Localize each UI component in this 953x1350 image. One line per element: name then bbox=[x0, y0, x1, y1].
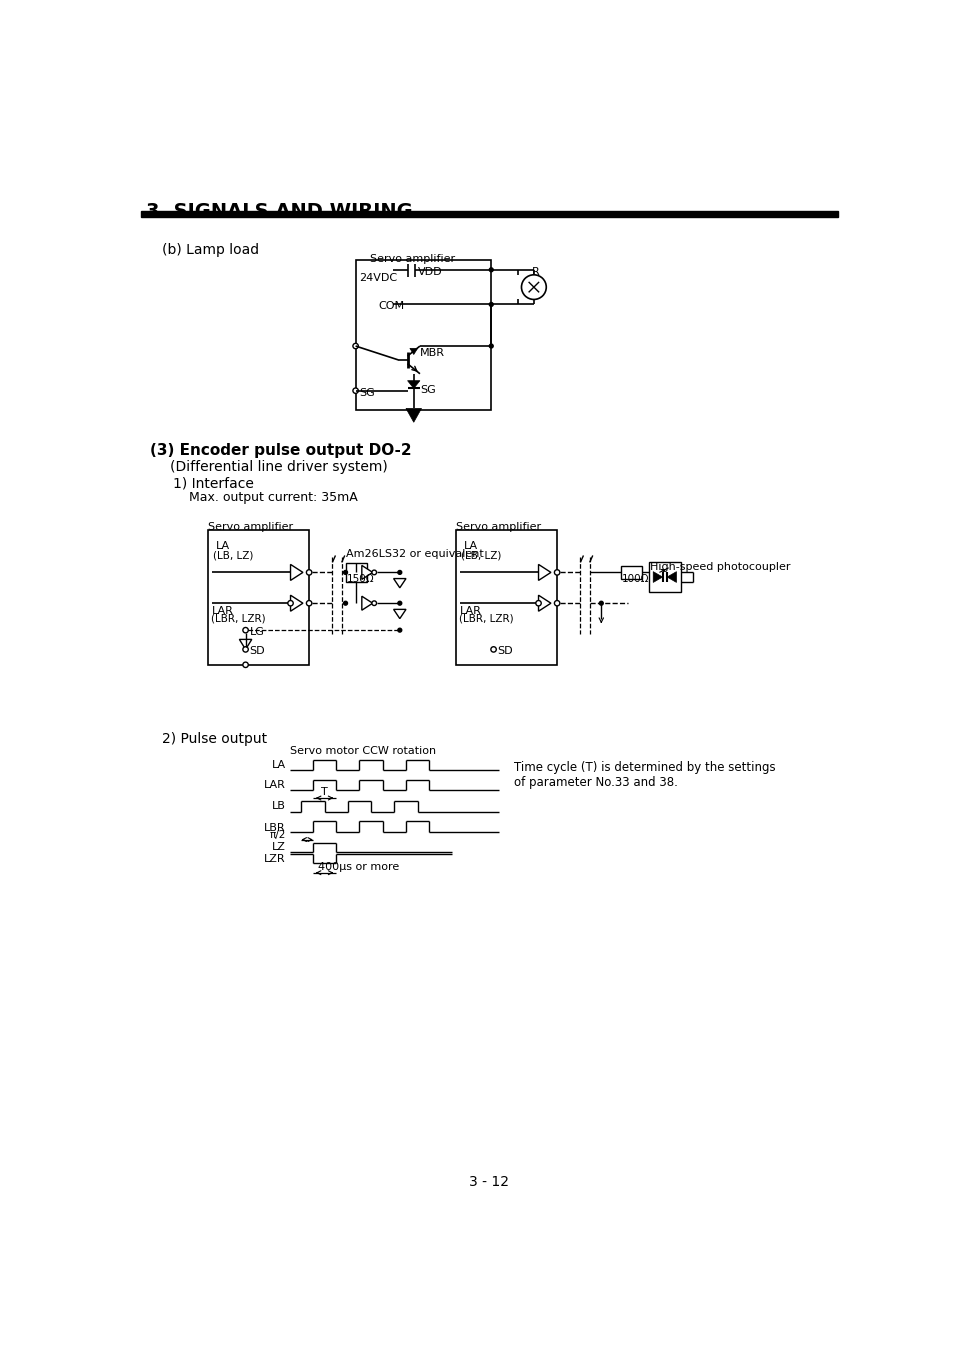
Text: (b) Lamp load: (b) Lamp load bbox=[162, 243, 258, 256]
Circle shape bbox=[397, 628, 401, 632]
Polygon shape bbox=[291, 564, 303, 580]
Bar bbox=[141, 211, 838, 217]
Text: High-speed photocoupler: High-speed photocoupler bbox=[649, 563, 790, 572]
Text: SD: SD bbox=[249, 647, 265, 656]
Text: (LBR, LZR): (LBR, LZR) bbox=[211, 614, 265, 624]
Text: (3) Encoder pulse output DO-2: (3) Encoder pulse output DO-2 bbox=[150, 443, 412, 458]
Text: LB: LB bbox=[272, 802, 286, 811]
Circle shape bbox=[397, 601, 401, 605]
Text: (Differential line driver system): (Differential line driver system) bbox=[170, 460, 387, 474]
Bar bbox=[648, 562, 680, 593]
Circle shape bbox=[489, 302, 493, 306]
Polygon shape bbox=[394, 579, 406, 587]
Text: Time cycle (T) is determined by the settings
of parameter No.33 and 38.: Time cycle (T) is determined by the sett… bbox=[514, 761, 776, 788]
Text: Am26LS32 or equivalent: Am26LS32 or equivalent bbox=[345, 549, 483, 559]
Circle shape bbox=[306, 570, 312, 575]
Text: LA: LA bbox=[272, 760, 286, 770]
Text: LZ: LZ bbox=[272, 842, 286, 852]
Circle shape bbox=[491, 647, 496, 652]
Text: 3 - 12: 3 - 12 bbox=[469, 1174, 508, 1188]
Text: LA: LA bbox=[464, 541, 477, 551]
Text: 2) Pulse output: 2) Pulse output bbox=[162, 732, 267, 745]
Circle shape bbox=[372, 570, 376, 575]
Text: COM: COM bbox=[378, 301, 404, 310]
Text: 24VDC: 24VDC bbox=[359, 273, 397, 284]
Text: (LB, LZ): (LB, LZ) bbox=[460, 549, 501, 560]
Polygon shape bbox=[239, 640, 252, 649]
Polygon shape bbox=[537, 564, 550, 580]
Text: SD: SD bbox=[497, 647, 513, 656]
Text: π/2: π/2 bbox=[269, 830, 286, 840]
Circle shape bbox=[343, 571, 347, 574]
Text: LAR: LAR bbox=[264, 780, 286, 790]
Circle shape bbox=[372, 601, 376, 606]
Circle shape bbox=[554, 601, 559, 606]
Circle shape bbox=[243, 628, 248, 633]
Text: 1) Interface: 1) Interface bbox=[173, 477, 254, 490]
Text: Servo amplifier: Servo amplifier bbox=[369, 254, 455, 263]
Circle shape bbox=[536, 601, 540, 606]
Text: SG: SG bbox=[419, 385, 436, 396]
Text: Max. output current: 35mA: Max. output current: 35mA bbox=[189, 491, 357, 504]
Text: T: T bbox=[321, 787, 328, 798]
Bar bbox=[208, 531, 309, 664]
Text: Servo amplifier: Servo amplifier bbox=[456, 522, 541, 532]
Polygon shape bbox=[653, 571, 661, 582]
Circle shape bbox=[353, 387, 358, 393]
Text: SG: SG bbox=[359, 389, 375, 398]
Text: (LBR, LZR): (LBR, LZR) bbox=[458, 614, 513, 624]
Bar bbox=[456, 531, 557, 664]
Text: R: R bbox=[531, 267, 538, 278]
Text: LAR: LAR bbox=[459, 606, 481, 616]
Bar bbox=[620, 566, 641, 579]
Text: VDD: VDD bbox=[417, 267, 442, 278]
Polygon shape bbox=[394, 609, 406, 618]
Bar bbox=[355, 259, 491, 410]
Text: (LB, LZ): (LB, LZ) bbox=[213, 549, 253, 560]
Text: 100Ω: 100Ω bbox=[620, 574, 648, 585]
Polygon shape bbox=[407, 381, 419, 389]
Text: 400μs or more: 400μs or more bbox=[317, 861, 398, 872]
Polygon shape bbox=[410, 348, 417, 355]
Text: 3. SIGNALS AND WIRING: 3. SIGNALS AND WIRING bbox=[146, 202, 413, 221]
Text: MBR: MBR bbox=[419, 348, 444, 358]
Polygon shape bbox=[291, 595, 303, 612]
Bar bbox=[345, 563, 367, 582]
Circle shape bbox=[288, 601, 293, 606]
Text: Servo motor CCW rotation: Servo motor CCW rotation bbox=[290, 745, 436, 756]
Text: LAR: LAR bbox=[212, 606, 233, 616]
Circle shape bbox=[243, 662, 248, 667]
Circle shape bbox=[353, 343, 358, 348]
Text: LA: LA bbox=[216, 541, 230, 551]
Polygon shape bbox=[406, 409, 421, 423]
Polygon shape bbox=[537, 595, 550, 612]
Circle shape bbox=[554, 570, 559, 575]
Circle shape bbox=[306, 601, 312, 606]
Circle shape bbox=[489, 267, 493, 271]
Circle shape bbox=[598, 601, 602, 605]
Circle shape bbox=[489, 344, 493, 348]
Circle shape bbox=[397, 571, 401, 574]
Polygon shape bbox=[666, 571, 676, 582]
Circle shape bbox=[343, 601, 347, 605]
Text: LBR: LBR bbox=[264, 822, 286, 833]
Polygon shape bbox=[361, 566, 373, 579]
Polygon shape bbox=[361, 597, 373, 610]
Circle shape bbox=[243, 647, 248, 652]
Text: Servo amplifier: Servo amplifier bbox=[208, 522, 294, 532]
Text: 150Ω: 150Ω bbox=[347, 574, 375, 585]
Text: LZR: LZR bbox=[264, 853, 286, 864]
Circle shape bbox=[521, 275, 546, 300]
Text: LG: LG bbox=[249, 628, 264, 637]
